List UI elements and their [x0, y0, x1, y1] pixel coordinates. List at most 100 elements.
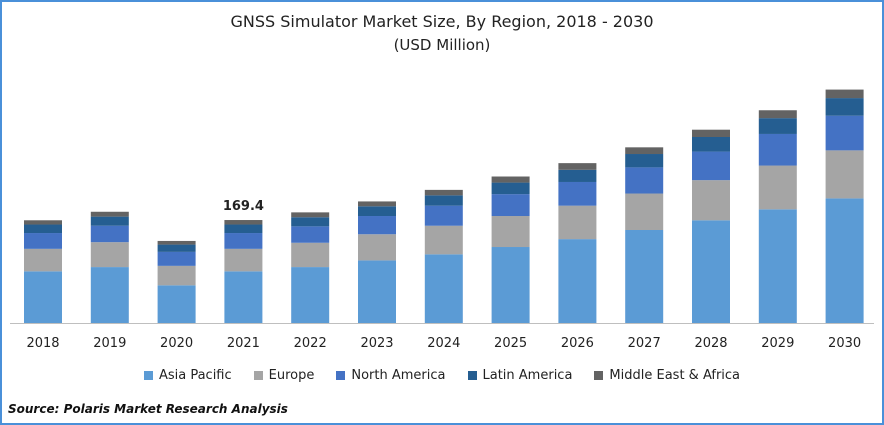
bar-segment-europe-2018 — [24, 248, 62, 272]
bar-segment-latin-america-2027 — [625, 154, 664, 168]
x-tick-label: 2030 — [828, 336, 861, 351]
bar-segment-latin-america-2021 — [224, 224, 263, 234]
x-tick-label: 2021 — [227, 336, 260, 351]
bar-segment-middle-east-africa-2019 — [90, 211, 129, 217]
bar-segment-europe-2020 — [157, 265, 196, 286]
bar-segment-latin-america-2030 — [825, 98, 864, 116]
x-tick-label: 2020 — [160, 336, 193, 351]
legend-label: Asia Pacific — [158, 368, 232, 383]
legend-item: North America — [336, 368, 446, 383]
bar-segment-middle-east-africa-2029 — [758, 110, 797, 119]
bar-segment-latin-america-2020 — [157, 244, 196, 252]
x-tick-label: 2029 — [761, 336, 794, 351]
bar-segment-latin-america-2022 — [291, 217, 330, 227]
bar-segment-middle-east-africa-2021 — [224, 220, 263, 225]
bar-segment-middle-east-africa-2028 — [692, 129, 730, 137]
bar-segment-north-america-2024 — [424, 205, 463, 226]
bar-segment-europe-2025 — [491, 216, 530, 248]
bar-segment-middle-east-africa-2027 — [625, 147, 664, 155]
legend-swatch — [467, 371, 477, 380]
bar-segment-asia-pacific-2026 — [558, 239, 597, 323]
bar-segment-asia-pacific-2025 — [491, 247, 530, 323]
bar-segment-latin-america-2024 — [424, 195, 463, 206]
bar-segment-middle-east-africa-2024 — [424, 189, 463, 196]
bar-segment-north-america-2020 — [157, 251, 196, 266]
bar-segment-europe-2027 — [625, 193, 664, 230]
chart-title: GNSS Simulator Market Size, By Region, 2… — [230, 12, 654, 31]
bar-segment-middle-east-africa-2018 — [24, 220, 62, 225]
legend-item: Europe — [253, 368, 315, 383]
bar-segment-asia-pacific-2021 — [224, 271, 263, 323]
bar-segment-asia-pacific-2024 — [424, 254, 463, 323]
bar-segment-north-america-2027 — [625, 167, 664, 194]
legend-swatch — [143, 371, 153, 380]
legend-item: Asia Pacific — [143, 368, 232, 383]
bar-segment-asia-pacific-2023 — [358, 260, 396, 323]
bar-segment-latin-america-2028 — [692, 136, 730, 152]
legend-item: Latin America — [467, 368, 573, 383]
legend-label: Latin America — [482, 368, 573, 383]
bar-segment-north-america-2018 — [24, 233, 62, 249]
bar-segment-asia-pacific-2027 — [625, 229, 664, 323]
bar-segment-north-america-2019 — [90, 225, 129, 243]
bar-segment-latin-america-2025 — [491, 182, 530, 195]
bar-segment-north-america-2023 — [358, 216, 396, 235]
bar-segment-asia-pacific-2030 — [825, 198, 864, 323]
data-label: 169.4 — [223, 199, 264, 214]
bar-segment-middle-east-africa-2026 — [558, 163, 597, 170]
bar-segment-asia-pacific-2022 — [291, 267, 330, 323]
bar-segment-latin-america-2026 — [558, 169, 597, 182]
bar-segment-europe-2030 — [825, 150, 864, 199]
bar-segment-north-america-2025 — [491, 194, 530, 217]
bar-segment-middle-east-africa-2025 — [491, 176, 530, 183]
bar-segment-latin-america-2019 — [90, 216, 129, 226]
legend-label: North America — [351, 368, 446, 383]
bar-segment-europe-2023 — [358, 234, 396, 261]
bar-segment-north-america-2028 — [692, 151, 730, 181]
bar-segment-latin-america-2029 — [758, 118, 797, 134]
stacked-bar-chart: 2018 2019 2020 169.4 2021 2022 2023 2024 2025 202… — [10, 89, 874, 351]
bar-segment-asia-pacific-2018 — [24, 271, 62, 323]
bar-segment-asia-pacific-2019 — [90, 267, 129, 323]
bar-segment-europe-2021 — [224, 248, 263, 272]
bar-segment-middle-east-africa-2023 — [358, 201, 396, 207]
x-tick-label: 2022 — [294, 336, 327, 351]
legend-label: Europe — [268, 368, 315, 383]
x-tick-label: 2018 — [26, 336, 59, 351]
bar-segment-europe-2022 — [291, 242, 330, 268]
legend-swatch — [253, 371, 263, 380]
bar-segment-europe-2019 — [90, 242, 129, 268]
chart-subtitle: (USD Million) — [393, 36, 491, 54]
x-tick-label: 2027 — [628, 336, 661, 351]
bar-segment-north-america-2026 — [558, 181, 597, 206]
x-tick-label: 2025 — [494, 336, 527, 351]
x-tick-label: 2023 — [360, 336, 393, 351]
x-tick-label: 2024 — [427, 336, 460, 351]
bar-segment-north-america-2030 — [825, 115, 864, 151]
chart-legend: Asia Pacific Europe North America Latin Ame… — [2, 368, 882, 383]
bar-segment-latin-america-2023 — [358, 206, 396, 217]
bar-segment-asia-pacific-2028 — [692, 220, 730, 323]
bar-segment-asia-pacific-2020 — [157, 285, 196, 323]
bar-segment-north-america-2021 — [224, 233, 263, 249]
bar-segment-north-america-2029 — [758, 133, 797, 166]
bar-segment-asia-pacific-2029 — [758, 209, 797, 323]
bar-segment-europe-2026 — [558, 205, 597, 240]
legend-swatch — [336, 371, 346, 380]
bar-segment-middle-east-africa-2030 — [825, 89, 864, 99]
x-tick-label: 2019 — [93, 336, 126, 351]
bar-segment-latin-america-2018 — [24, 224, 62, 234]
legend-swatch — [594, 371, 604, 380]
bar-segment-europe-2024 — [424, 225, 463, 255]
x-tick-label: 2026 — [561, 336, 594, 351]
source-note: Source: Polaris Market Research Analysis — [8, 402, 288, 416]
bar-segment-north-america-2022 — [291, 226, 330, 243]
legend-item: Middle East & Africa — [594, 368, 740, 383]
legend-label: Middle East & Africa — [609, 368, 741, 383]
bar-segment-europe-2029 — [758, 165, 797, 210]
bar-segment-europe-2028 — [692, 180, 730, 221]
x-tick-label: 2028 — [694, 336, 727, 351]
bar-segment-middle-east-africa-2020 — [157, 240, 196, 245]
bar-segment-middle-east-africa-2022 — [291, 212, 330, 218]
